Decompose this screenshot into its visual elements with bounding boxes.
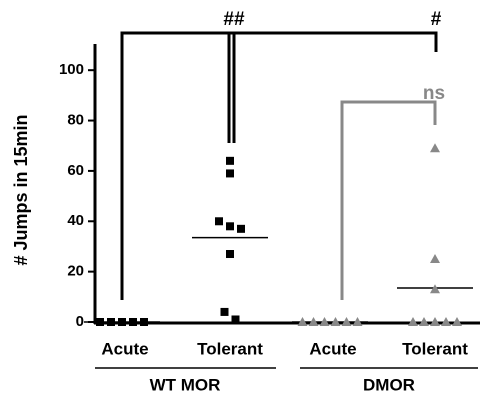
x-tick-label: Tolerant [402, 339, 468, 358]
y-tick-label: 100 [59, 61, 84, 78]
brackets [120, 31, 438, 300]
group-label: DMOR [363, 375, 415, 394]
point [297, 317, 308, 326]
point [408, 317, 418, 326]
point [129, 318, 137, 326]
point [107, 318, 115, 326]
point [118, 318, 126, 326]
point [452, 317, 462, 326]
point [430, 254, 440, 264]
point [430, 317, 440, 326]
point [341, 317, 352, 326]
point [226, 156, 234, 165]
point [226, 222, 234, 231]
annotation: ns [423, 83, 445, 104]
bracket [120, 31, 234, 300]
annotation: ## [223, 9, 245, 30]
point [226, 250, 234, 259]
point [215, 217, 223, 226]
y-tick-label: 0 [76, 313, 84, 330]
point [237, 224, 245, 233]
group-label: WT MOR [150, 375, 221, 394]
annotation: # [431, 9, 442, 30]
bracket [234, 31, 438, 52]
x-tick-label: Acute [309, 339, 356, 358]
point [441, 317, 451, 326]
point [308, 317, 319, 326]
x-tick-label: Acute [101, 339, 148, 358]
point [220, 307, 229, 316]
point [430, 284, 440, 294]
y-axis-title: # Jumps in 15min [11, 114, 31, 265]
point [231, 315, 240, 324]
point [140, 318, 148, 326]
y-tick-label: 80 [67, 112, 84, 129]
point [419, 317, 429, 326]
point [430, 143, 440, 153]
y-tick-label: 60 [67, 162, 84, 179]
point [96, 318, 104, 326]
bracket [340, 100, 437, 300]
point [319, 317, 330, 326]
y-tick-label: 20 [67, 263, 84, 280]
y-tick-label: 40 [67, 212, 84, 229]
point [226, 169, 234, 178]
point [330, 317, 341, 326]
point [352, 317, 363, 326]
x-tick-label: Tolerant [197, 339, 263, 358]
